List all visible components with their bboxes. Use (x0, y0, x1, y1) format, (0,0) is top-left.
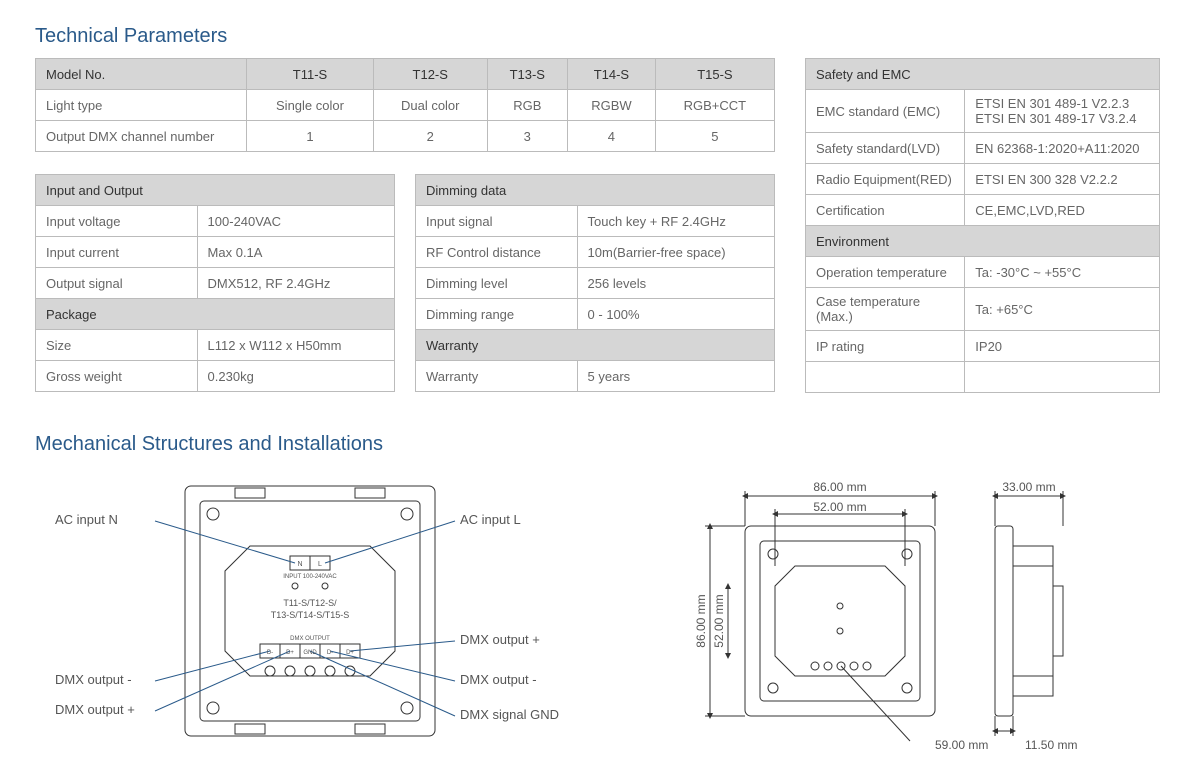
term: D- (267, 650, 273, 656)
section-title-mech: Mechanical Structures and Installations (35, 433, 1160, 456)
cell: Input signal (416, 206, 578, 237)
cell: 0.230kg (197, 361, 394, 392)
left-column: Model No. T11-S T12-S T13-S T14-S T15-S … (35, 58, 775, 392)
cell: Certification (806, 195, 965, 226)
dimming-header: Dimming data (416, 175, 775, 206)
cell: Gross weight (36, 361, 198, 392)
cell: Single color (247, 90, 374, 121)
cell: 4 (568, 121, 656, 152)
cell: Max 0.1A (197, 237, 394, 268)
top-row: Model No. T11-S T12-S T13-S T14-S T15-S … (35, 58, 1160, 393)
cell: ETSI EN 301 489-1 V2.2.3 ETSI EN 301 489… (965, 90, 1160, 133)
drawings-row: N L INPUT 100-240VAC T11-S/T12-S/ T13-S/… (35, 466, 1160, 756)
cell: ETSI EN 300 328 V2.2.2 (965, 164, 1160, 195)
cell: Dual color (373, 90, 487, 121)
cell: RGB+CCT (655, 90, 774, 121)
cell: RGB (487, 90, 568, 121)
safety-header: Safety and EMC (806, 59, 1160, 90)
cell: Radio Equipment(RED) (806, 164, 965, 195)
cell: DMX512, RF 2.4GHz (197, 268, 394, 299)
dimension-drawing: 86.00 mm 52.00 mm 86.00 mm 52.00 mm 33.0… (655, 466, 1115, 756)
cell: Touch key + RF 2.4GHz (577, 206, 774, 237)
cell: Case temperature (Max.) (806, 288, 965, 331)
term: D- (327, 650, 333, 656)
cell: Warranty (416, 361, 578, 392)
cell: 2 (373, 121, 487, 152)
model-col: T14-S (568, 59, 656, 90)
warranty-header: Warranty (416, 330, 775, 361)
cell: L112 x W112 x H50mm (197, 330, 394, 361)
row-label: Light type (36, 90, 247, 121)
dim-depth: 33.00 mm (1002, 480, 1055, 494)
two-col-tables: Input and Output Input voltage100-240VAC… (35, 174, 775, 392)
term: D+ (346, 650, 354, 656)
io-header: Input and Output (36, 175, 395, 206)
cell: IP rating (806, 331, 965, 362)
cell: RF Control distance (416, 237, 578, 268)
cell: EN 62368-1:2020+A11:2020 (965, 133, 1160, 164)
wiring-drawing: N L INPUT 100-240VAC T11-S/T12-S/ T13-S/… (35, 466, 595, 756)
cell: Ta: +65°C (965, 288, 1160, 331)
cell: Size (36, 330, 198, 361)
dim-w-inner: 52.00 mm (813, 500, 866, 514)
mech-section: Mechanical Structures and Installations (35, 433, 1160, 756)
label-dmx-p-r: DMX output + (460, 632, 540, 647)
io-table: Input and Output Input voltage100-240VAC… (35, 174, 395, 392)
cell: 5 years (577, 361, 774, 392)
nl-n: N (297, 561, 302, 568)
safety-table: Safety and EMC EMC standard (EMC)ETSI EN… (805, 58, 1160, 393)
label-dmx-gnd: DMX signal GND (460, 707, 559, 722)
cell: Operation temperature (806, 257, 965, 288)
cell: Ta: -30°C ~ +55°C (965, 257, 1160, 288)
nl-l: L (318, 561, 322, 568)
label-dmx-p-l: DMX output + (55, 702, 135, 717)
label-ac-l: AC input L (460, 512, 521, 527)
cell (806, 362, 965, 393)
cell: Output signal (36, 268, 198, 299)
model-table: Model No. T11-S T12-S T13-S T14-S T15-S … (35, 58, 775, 152)
cell: IP20 (965, 331, 1160, 362)
env-header: Environment (806, 226, 1160, 257)
row-label: Output DMX channel number (36, 121, 247, 152)
section-title-tech: Technical Parameters (35, 25, 1160, 48)
term: D+ (286, 650, 294, 656)
label-dmx-n-r: DMX output - (460, 672, 537, 687)
cell: RGBW (568, 90, 656, 121)
model-col: T11-S (247, 59, 374, 90)
cell: 10m(Barrier-free space) (577, 237, 774, 268)
cell: Safety standard(LVD) (806, 133, 965, 164)
cell: EMC standard (EMC) (806, 90, 965, 133)
dim-side-d: 11.50 mm (1025, 738, 1077, 752)
right-column: Safety and EMC EMC standard (EMC)ETSI EN… (805, 58, 1160, 393)
cell: 100-240VAC (197, 206, 394, 237)
model-line1: T11-S/T12-S/ (283, 598, 337, 608)
dimming-table: Dimming data Input signalTouch key + RF … (415, 174, 775, 392)
cell: 5 (655, 121, 774, 152)
term: GND (303, 650, 317, 656)
label-ac-n: AC input N (55, 512, 118, 527)
cell: 1 (247, 121, 374, 152)
input-label: INPUT 100-240VAC (283, 574, 337, 580)
model-col: T12-S (373, 59, 487, 90)
dim-h-outer: 86.00 mm (694, 594, 708, 647)
dim-term-w: 59.00 mm (935, 738, 988, 752)
cell: Dimming range (416, 299, 578, 330)
model-col: T13-S (487, 59, 568, 90)
cell: Input voltage (36, 206, 198, 237)
cell: Input current (36, 237, 198, 268)
cell: 3 (487, 121, 568, 152)
cell (965, 362, 1160, 393)
cell: 256 levels (577, 268, 774, 299)
label-dmx-n-l: DMX output - (55, 672, 132, 687)
cell: Dimming level (416, 268, 578, 299)
dim-w-outer: 86.00 mm (813, 480, 866, 494)
dmx-label: DMX OUTPUT (290, 636, 330, 642)
cell: CE,EMC,LVD,RED (965, 195, 1160, 226)
dim-h-inner: 52.00 mm (712, 594, 726, 647)
model-line2: T13-S/T14-S/T15-S (271, 610, 350, 620)
package-header: Package (36, 299, 395, 330)
cell: 0 - 100% (577, 299, 774, 330)
model-col: T15-S (655, 59, 774, 90)
model-header: Model No. (36, 59, 247, 90)
